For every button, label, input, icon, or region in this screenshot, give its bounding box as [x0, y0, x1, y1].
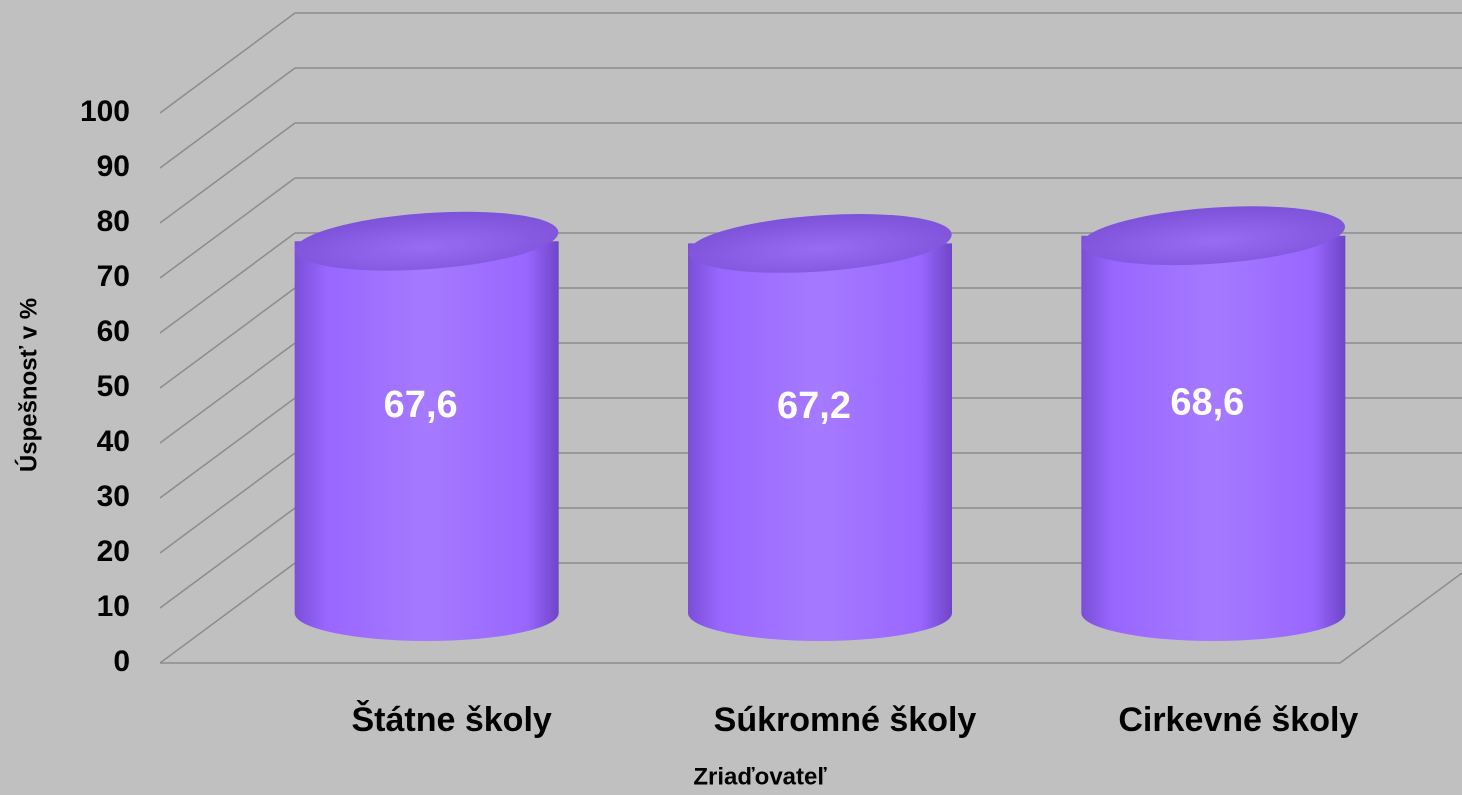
grid-line [159, 122, 296, 224]
grid-line [159, 507, 296, 609]
y-tick-label: 100 [80, 95, 130, 128]
cylinder-body [294, 241, 559, 641]
y-tick-label: 0 [113, 645, 130, 678]
grid-line [159, 397, 296, 499]
y-tick-label: 30 [97, 480, 130, 513]
y-tick-label: 50 [97, 370, 130, 403]
y-tick-label: 90 [97, 150, 130, 183]
value-label: 67,2 [777, 385, 851, 427]
cylinder-body [1081, 235, 1346, 642]
grid-line [159, 12, 296, 114]
grid-line [159, 562, 296, 664]
floor-edge [1339, 572, 1462, 664]
grid-line [159, 232, 296, 334]
x-axis-title: Zriaďovateľ [693, 763, 827, 790]
y-tick-label: 70 [97, 260, 130, 293]
grid-line [159, 67, 296, 169]
y-tick-label: 20 [97, 535, 130, 568]
grid-line [159, 287, 296, 389]
value-label: 68,6 [1170, 381, 1244, 423]
value-label: 67,6 [384, 384, 458, 426]
y-tick-label: 60 [97, 315, 130, 348]
cylinder-body [688, 243, 952, 641]
x-tick-label: Súkromné školy [714, 701, 977, 739]
y-tick-label: 10 [97, 590, 130, 623]
cylinder-top [294, 211, 559, 271]
y-tick-label: 80 [97, 205, 130, 238]
x-tick-label: Štátne školy [352, 700, 552, 739]
x-tick-label: Cirkevné školy [1118, 701, 1358, 739]
cylinder-top [1081, 206, 1346, 266]
y-tick-label: 40 [97, 425, 130, 458]
grid-line [159, 452, 296, 554]
cylinder-top [688, 213, 952, 273]
grid-line [159, 177, 296, 279]
y-axis-title: Úspešnosť v % [14, 298, 42, 472]
grid-line [159, 342, 296, 444]
